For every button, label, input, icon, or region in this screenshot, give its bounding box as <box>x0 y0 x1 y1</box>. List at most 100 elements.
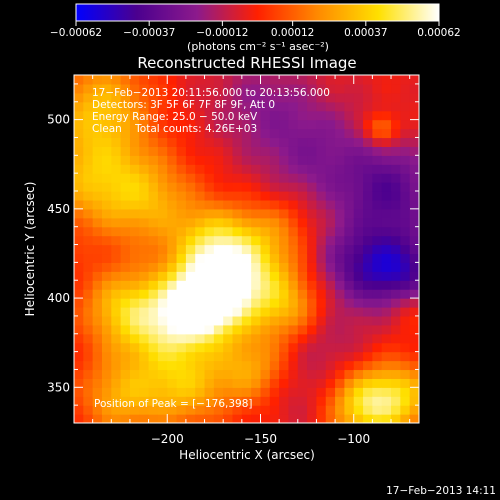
heatmap-cell <box>241 351 252 362</box>
heatmap-cell <box>241 333 252 344</box>
heatmap-cell <box>251 253 262 263</box>
heatmap-cell <box>148 378 159 388</box>
heatmap-cell <box>139 226 150 237</box>
heatmap-cell <box>316 271 327 281</box>
heatmap-cell <box>232 387 243 397</box>
heatmap-cell <box>297 414 308 423</box>
heatmap-cell <box>269 289 280 299</box>
heatmap-cell <box>213 333 224 344</box>
heatmap-cell <box>344 137 355 147</box>
heatmap-cell <box>241 405 252 415</box>
heatmap-cell <box>74 199 84 210</box>
heatmap-cell <box>353 333 364 344</box>
heatmap-cell <box>139 75 150 85</box>
heatmap-cell <box>279 360 290 371</box>
heatmap-cell <box>185 182 196 192</box>
heatmap-cell <box>325 128 336 139</box>
heatmap-cell <box>335 342 345 353</box>
heatmap-cell <box>409 351 419 362</box>
heatmap-cell <box>148 271 159 281</box>
heatmap-cell <box>120 351 131 362</box>
heatmap-cell <box>391 75 401 85</box>
heatmap-cell <box>251 333 262 344</box>
heatmap-cell <box>204 280 215 290</box>
heatmap-cell <box>251 217 262 228</box>
heatmap-cell <box>204 262 215 272</box>
heatmap-cell <box>307 199 318 210</box>
heatmap-cell <box>297 128 308 139</box>
heatmap-cell <box>269 92 280 103</box>
heatmap-cell <box>213 83 224 94</box>
heatmap-cell <box>251 307 262 317</box>
heatmap-cell <box>297 217 308 228</box>
heatmap-cell <box>195 271 206 281</box>
heatmap-cell <box>344 208 355 219</box>
heatmap-cell <box>297 173 308 183</box>
heatmap-cell <box>157 155 168 165</box>
heatmap-cell <box>288 173 299 183</box>
heatmap-cell <box>363 119 373 130</box>
heatmap-cell <box>400 244 411 255</box>
heatmap-cell <box>241 155 252 165</box>
heatmap-cell <box>363 253 373 263</box>
heatmap-cell <box>176 289 187 299</box>
heatmap-cell <box>316 173 327 183</box>
heatmap-cell <box>288 217 299 228</box>
heatmap-cell <box>391 217 401 228</box>
heatmap-cell <box>176 324 187 335</box>
heatmap-cell <box>204 378 215 388</box>
heatmap-cell <box>232 351 243 362</box>
heatmap-cell <box>288 199 299 210</box>
heatmap-cell <box>129 101 140 112</box>
heatmap-cell <box>120 208 131 219</box>
heatmap-cell <box>232 253 243 263</box>
heatmap-cell <box>139 280 150 290</box>
heatmap-cell <box>251 262 262 272</box>
heatmap-cell <box>74 253 84 263</box>
heatmap-cell <box>269 182 280 192</box>
heatmap-cell <box>307 396 318 406</box>
heatmap-cell <box>288 342 299 353</box>
heatmap-cell <box>185 315 196 326</box>
heatmap-cell <box>232 289 243 299</box>
heatmap-cell <box>92 387 103 397</box>
heatmap-cell <box>260 396 271 406</box>
heatmap-cell <box>363 396 373 406</box>
heatmap-cell <box>120 128 131 139</box>
heatmap-cell <box>83 414 94 423</box>
heatmap-cell <box>372 280 383 290</box>
heatmap-cell <box>176 369 187 379</box>
heatmap-cell <box>381 146 392 156</box>
heatmap-cell <box>335 155 345 165</box>
heatmap-cell <box>269 146 280 156</box>
heatmap-cell <box>176 298 187 308</box>
heatmap-cell <box>129 307 140 317</box>
heatmap-cell <box>167 128 178 139</box>
heatmap-cell <box>148 324 159 335</box>
heatmap-cell <box>232 378 243 388</box>
heatmap-cell <box>232 92 243 103</box>
heatmap-cell <box>176 128 187 139</box>
heatmap-cell <box>288 137 299 147</box>
heatmap-cell <box>139 137 150 147</box>
heatmap-cell <box>353 119 364 130</box>
heatmap-cell <box>335 199 345 210</box>
heatmap-cell <box>316 253 327 263</box>
heatmap-cell <box>335 333 345 344</box>
heatmap-cell <box>363 173 373 183</box>
heatmap-cell <box>111 298 122 308</box>
heatmap-cell <box>241 342 252 353</box>
heatmap-cell <box>400 226 411 237</box>
heatmap-cell <box>241 387 252 397</box>
heatmap-cell <box>316 396 327 406</box>
heatmap-cell <box>344 101 355 112</box>
heatmap-cell <box>251 208 262 219</box>
heatmap-cell <box>167 244 178 255</box>
heatmap-cell <box>344 333 355 344</box>
heatmap-cell <box>307 137 318 147</box>
heatmap-cell <box>185 387 196 397</box>
heatmap-cell <box>232 217 243 228</box>
heatmap-cell <box>167 396 178 406</box>
heatmap-cell <box>372 83 383 94</box>
